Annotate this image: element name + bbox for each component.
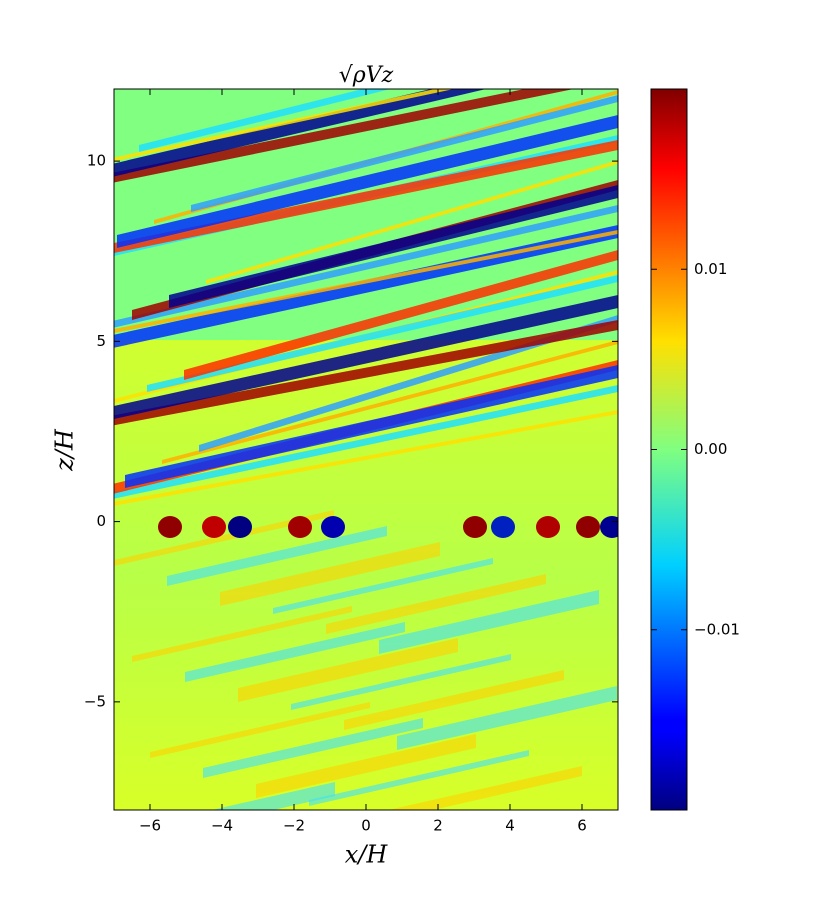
field-stripe bbox=[114, 295, 618, 419]
field-streak bbox=[388, 766, 582, 810]
field-streak bbox=[203, 718, 423, 778]
field-stripe bbox=[117, 115, 618, 248]
colorbar-tick-label: 0.00 bbox=[694, 440, 727, 458]
field-stripe bbox=[114, 89, 574, 183]
y-tick-label: 0 bbox=[96, 512, 106, 530]
field-blob bbox=[158, 516, 182, 538]
y-axis-label: z/H bbox=[51, 428, 79, 472]
field-stripe bbox=[114, 140, 618, 254]
colorbar-tick-label: 0.01 bbox=[694, 260, 727, 278]
field-blob bbox=[202, 516, 226, 538]
field-streak bbox=[150, 702, 370, 758]
x-tick-label: 0 bbox=[361, 817, 371, 835]
x-tick-label: 6 bbox=[577, 817, 587, 835]
field-streak bbox=[256, 734, 476, 798]
field-streak bbox=[379, 590, 599, 654]
field-stripe bbox=[206, 160, 618, 284]
field-streak bbox=[326, 574, 546, 634]
y-tick-label: 10 bbox=[87, 152, 106, 170]
field-blob bbox=[228, 516, 252, 538]
field-blob bbox=[576, 516, 600, 538]
field-stripe bbox=[114, 89, 454, 162]
colorbar-tick-label: −0.01 bbox=[694, 620, 740, 638]
x-tick-label: 2 bbox=[433, 817, 443, 835]
field-blob bbox=[600, 516, 618, 538]
field-streak bbox=[132, 606, 352, 662]
field-stripe bbox=[184, 250, 618, 380]
field-streak bbox=[273, 558, 493, 614]
field-stripe bbox=[147, 275, 618, 392]
field-blob bbox=[288, 516, 312, 538]
field-blob bbox=[491, 516, 515, 538]
field-streak bbox=[167, 526, 387, 586]
field-streak bbox=[291, 654, 511, 710]
field-streak bbox=[185, 622, 405, 682]
field-blob bbox=[463, 516, 487, 538]
field-stripe bbox=[114, 230, 618, 333]
field-stripe bbox=[169, 185, 618, 308]
field-streak bbox=[397, 686, 617, 750]
field-streak bbox=[309, 750, 529, 806]
field-stripe bbox=[114, 205, 618, 328]
chart-title: √ρVz bbox=[339, 63, 394, 88]
x-tick-label: 4 bbox=[505, 817, 515, 835]
field-stripe bbox=[114, 410, 618, 506]
x-tick-label: −2 bbox=[283, 817, 305, 835]
field-stripe bbox=[162, 340, 618, 464]
field-streak bbox=[220, 542, 440, 606]
field-blob bbox=[536, 516, 560, 538]
field-stripe bbox=[114, 89, 487, 177]
field-stripe bbox=[114, 320, 618, 426]
y-tick-label: 5 bbox=[96, 332, 106, 350]
field-streak bbox=[211, 782, 335, 810]
field-stripe bbox=[125, 365, 618, 488]
field-stripe bbox=[114, 385, 618, 499]
field-streak bbox=[238, 638, 458, 702]
x-axis-label: x/H bbox=[345, 841, 389, 869]
field-blob bbox=[321, 516, 345, 538]
field-stripe bbox=[191, 95, 618, 212]
field-stripe bbox=[139, 89, 391, 152]
x-tick-label: −6 bbox=[139, 817, 161, 835]
field bbox=[114, 89, 618, 810]
y-tick-label: −5 bbox=[84, 692, 106, 710]
x-tick-label: −4 bbox=[211, 817, 233, 835]
field-streak bbox=[114, 510, 334, 566]
field-streak bbox=[344, 670, 564, 730]
